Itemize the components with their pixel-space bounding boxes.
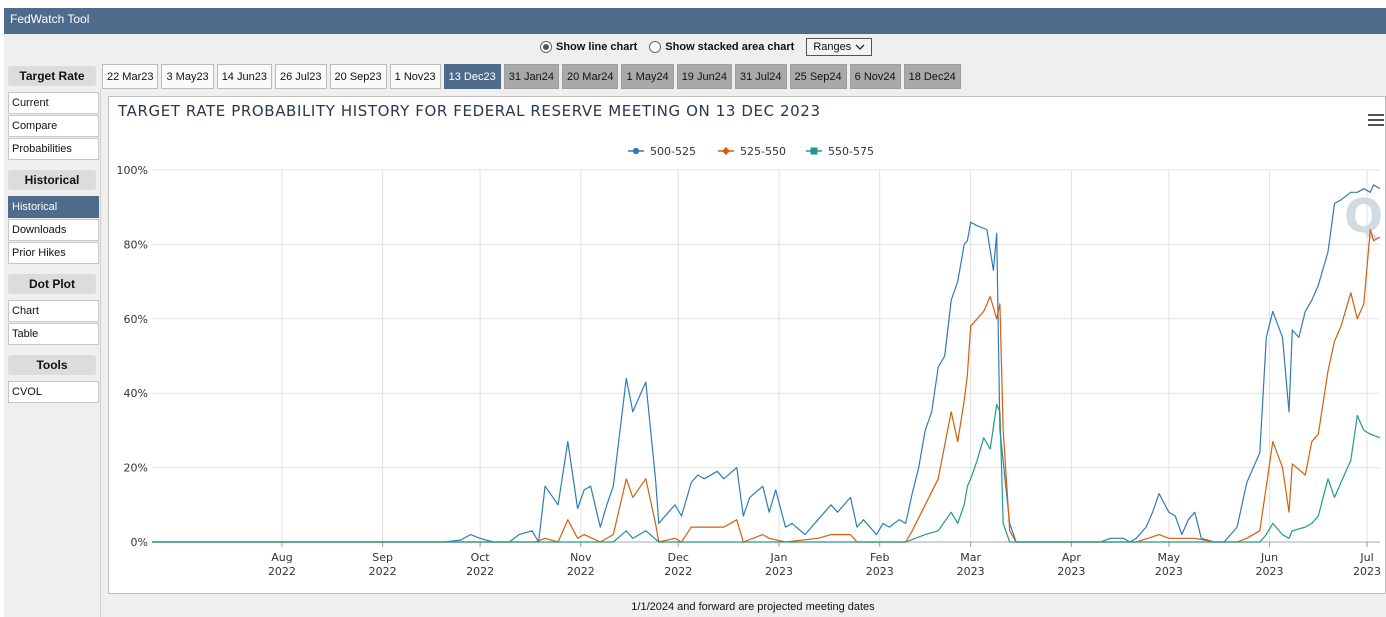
x-tick-year: 2022: [369, 565, 397, 578]
chart-title: TARGET RATE PROBABILITY HISTORY FOR FEDE…: [118, 102, 821, 120]
tab-20-sep23[interactable]: 20 Sep23: [329, 64, 387, 89]
hamburger-menu-icon[interactable]: [1368, 114, 1384, 128]
x-tick-year: 2023: [1057, 565, 1085, 578]
line-chart: 0%20%40%60%80%100%Aug2022Sep2022Oct2022N…: [117, 145, 1384, 578]
radio-selected-icon[interactable]: [540, 41, 552, 53]
sidebar-heading-dot-plot: Dot Plot: [8, 274, 96, 294]
title-bar: FedWatch Tool: [0, 0, 1386, 35]
x-tick-year: 2023: [1353, 565, 1381, 578]
sidebar-item-table[interactable]: Table: [8, 323, 99, 345]
x-tick-year: 2022: [268, 565, 296, 578]
tab-3-may23[interactable]: 3 May23: [161, 64, 214, 89]
legend-label[interactable]: 525-550: [740, 145, 786, 158]
series-line-525-550: [152, 228, 1381, 543]
sidebar-item-probabilities[interactable]: Probabilities: [8, 138, 99, 160]
app-title: FedWatch Tool: [4, 8, 1386, 34]
x-tick-month: Jul: [1359, 551, 1373, 564]
x-tick-month: May: [1157, 551, 1180, 564]
x-tick-year: 2023: [1155, 565, 1183, 578]
sidebar-heading-target-rate: Target Rate: [8, 66, 96, 86]
line-chart-radio[interactable]: Show line chart: [540, 41, 637, 53]
tab-19-jun24[interactable]: 19 Jun24: [676, 64, 732, 89]
tab-14-jun23[interactable]: 14 Jun23: [216, 64, 272, 89]
projection-footnote: 1/1/2024 and forward are projected meeti…: [631, 601, 875, 613]
x-tick-month: Jan: [770, 551, 788, 564]
tab-25-sep24[interactable]: 25 Sep24: [789, 64, 847, 89]
chart-container: [108, 96, 1386, 594]
tab-1-nov23[interactable]: 1 Nov23: [389, 64, 441, 89]
x-tick-month: Sep: [372, 551, 393, 564]
sidebar-item-downloads[interactable]: Downloads: [8, 219, 99, 241]
x-tick-year: 2022: [664, 565, 692, 578]
tab-18-dec24[interactable]: 18 Dec24: [903, 64, 961, 89]
x-tick-year: 2023: [765, 565, 793, 578]
y-tick-label: 0%: [131, 536, 148, 549]
series-line-550-575: [152, 403, 1381, 543]
sidebar-item-chart[interactable]: Chart: [8, 300, 99, 322]
line-chart-label: Show line chart: [556, 41, 638, 53]
x-tick-month: Feb: [870, 551, 889, 564]
legend-label[interactable]: 550-575: [828, 145, 874, 158]
legend-label[interactable]: 500-525: [650, 145, 696, 158]
chevron-down-icon: [855, 44, 865, 50]
tab-13-dec23[interactable]: 13 Dec23: [443, 64, 501, 89]
tab-26-jul23[interactable]: 26 Jul23: [274, 64, 327, 89]
tab-6-nov24[interactable]: 6 Nov24: [849, 64, 901, 89]
chart-mode-selector: Show line chart Show stacked area chart …: [540, 36, 873, 58]
radio-unselected-icon[interactable]: [649, 41, 662, 53]
x-tick-month: Nov: [570, 551, 592, 564]
sidebar-item-cvol[interactable]: CVOL: [8, 381, 99, 403]
x-tick-month: Jun: [1260, 551, 1278, 564]
sidebar: Target Rate Current Compare Probabilitie…: [8, 66, 100, 404]
watermark-logo: Q: [1344, 189, 1383, 243]
tab-31-jan24[interactable]: 31 Jan24: [503, 64, 559, 89]
x-tick-month: Oct: [471, 551, 491, 564]
sidebar-item-current[interactable]: Current: [8, 92, 99, 114]
sidebar-heading-historical: Historical: [8, 170, 96, 190]
x-tick-year: 2022: [567, 565, 595, 578]
tab-22-mar23[interactable]: 22 Mar23: [102, 64, 159, 89]
x-tick-month: Mar: [960, 551, 981, 564]
stacked-area-label: Show stacked area chart: [665, 41, 795, 53]
x-tick-year: 2023: [957, 565, 985, 578]
stacked-area-radio[interactable]: Show stacked area chart: [649, 41, 794, 53]
y-tick-label: 100%: [117, 164, 148, 177]
y-tick-label: 80%: [124, 238, 148, 251]
tab-1-may24[interactable]: 1 May24: [621, 64, 674, 89]
ranges-label: Ranges: [813, 41, 852, 53]
y-tick-label: 20%: [124, 462, 148, 475]
sidebar-item-compare[interactable]: Compare: [8, 115, 99, 137]
x-tick-year: 2023: [866, 565, 894, 578]
meeting-tabs: 22 Mar23 3 May23 14 Jun23 26 Jul23 20 Se…: [102, 64, 961, 89]
ranges-dropdown[interactable]: Ranges: [806, 38, 873, 56]
legend-marker-circle[interactable]: [632, 147, 640, 155]
sidebar-item-historical[interactable]: Historical: [8, 196, 99, 218]
x-tick-month: Dec: [668, 551, 689, 564]
legend-marker-diamond[interactable]: [722, 147, 730, 155]
x-tick-year: 2023: [1256, 565, 1284, 578]
sidebar-item-prior-hikes[interactable]: Prior Hikes: [8, 242, 99, 264]
tab-31-jul24[interactable]: 31 Jul24: [734, 64, 787, 89]
legend-marker-square[interactable]: [810, 147, 818, 155]
x-tick-month: Aug: [271, 551, 292, 564]
series-line-500-525: [152, 184, 1381, 543]
y-tick-label: 60%: [124, 313, 148, 326]
tab-20-mar24[interactable]: 20 Mar24: [562, 64, 619, 89]
y-tick-label: 40%: [124, 387, 148, 400]
x-tick-year: 2022: [466, 565, 494, 578]
x-tick-month: Apr: [1062, 551, 1082, 564]
sidebar-heading-tools: Tools: [8, 355, 96, 375]
